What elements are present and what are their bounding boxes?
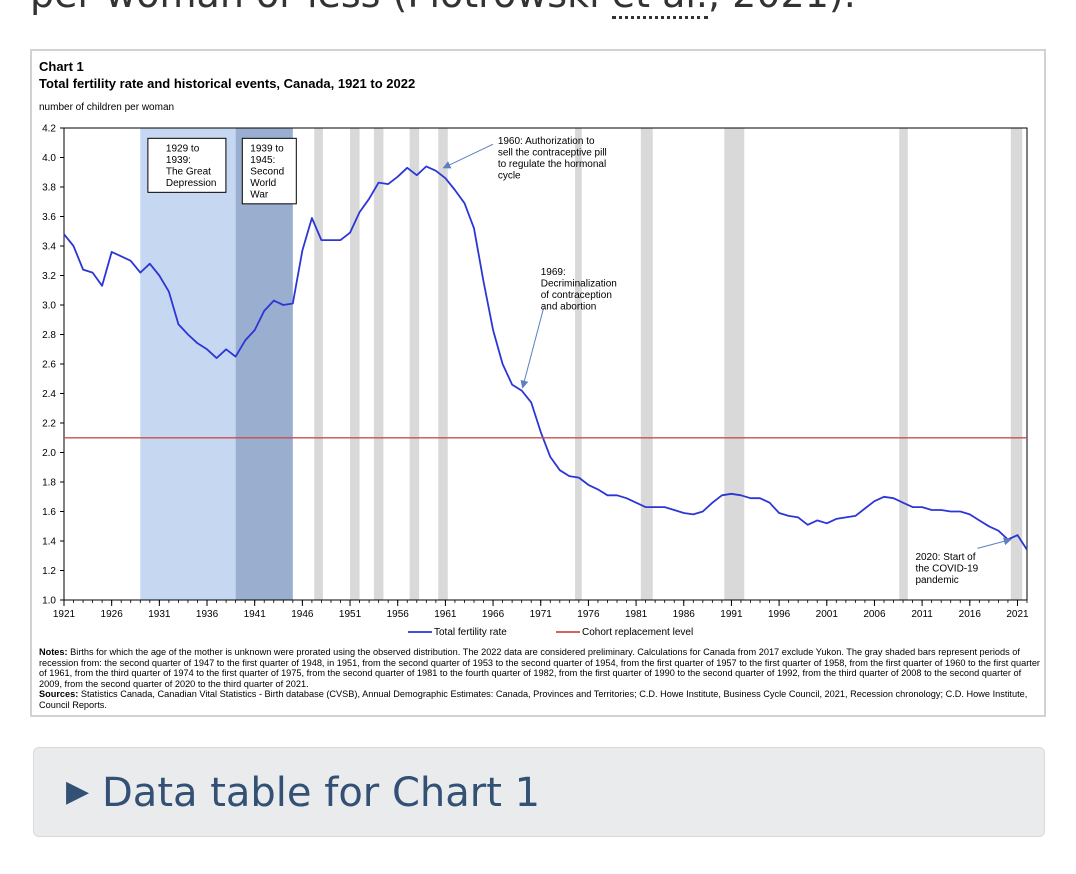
recession-bar-7 xyxy=(724,128,745,600)
chart-label: Chart 1 xyxy=(39,59,84,74)
x-tick-label-15: 1996 xyxy=(768,609,791,620)
y-tick-label-5: 2.0 xyxy=(42,448,56,459)
et-al-abbreviation[interactable]: et al. xyxy=(611,0,709,19)
x-tick-label-3: 1936 xyxy=(196,609,219,620)
x-tick-label-4: 1941 xyxy=(244,609,267,620)
annotation-pill-1960-line-0: 1960: Authorization to xyxy=(498,136,595,147)
y-tick-label-7: 2.4 xyxy=(42,389,56,400)
boxed-label-ww2-line-2: Second xyxy=(250,166,284,177)
y-tick-label-9: 2.8 xyxy=(42,330,56,341)
annotation-covid-2020-line-0: 2020: Start of xyxy=(915,552,975,563)
shaded-period-0 xyxy=(140,128,236,600)
annotation-arrow-covid-2020 xyxy=(977,537,1012,549)
boxed-label-depression-line-2: The Great xyxy=(166,166,211,177)
x-tick-label-7: 1956 xyxy=(387,609,410,620)
annotation-covid-2020-line-2: pandemic xyxy=(915,575,958,586)
x-tick-label-14: 1991 xyxy=(720,609,743,620)
article-text-fragment: per woman or less (Piotrowski et al., 20… xyxy=(30,0,856,19)
boxed-label-depression-line-0: 1929 to xyxy=(166,143,200,154)
y-tick-label-12: 3.4 xyxy=(42,242,56,253)
article-text-prefix: per woman or less (Piotrowski xyxy=(30,0,612,16)
y-tick-label-13: 3.6 xyxy=(42,212,56,223)
boxed-label-depression-line-3: Depression xyxy=(166,178,217,189)
recession-bar-1 xyxy=(350,128,360,600)
y-tick-label-14: 3.8 xyxy=(42,183,56,194)
y-tick-label-3: 1.6 xyxy=(42,507,56,518)
data-table-toggle-label: Data table for Chart 1 xyxy=(102,770,541,816)
notes-text: Births for which the age of the mother i… xyxy=(39,647,1040,689)
y-tick-label-10: 3.0 xyxy=(42,301,56,312)
boxed-label-depression-line-1: 1939: xyxy=(166,155,191,166)
annotation-decrim-1969-line-2: of contraception xyxy=(541,290,612,301)
fertility-chart: Chart 1 Total fertility rate and historic… xyxy=(39,59,1029,638)
boxed-label-ww2-frame xyxy=(241,137,297,205)
boxed-label-ww2-line-0: 1939 to xyxy=(250,143,284,154)
y-tick-label-2: 1.4 xyxy=(42,537,56,548)
recession-bar-9 xyxy=(1010,128,1023,600)
x-tick-label-9: 1966 xyxy=(482,609,505,620)
chart-container: Chart 1 Total fertility rate and historic… xyxy=(30,49,1046,717)
annotation-arrow-decrim-1969 xyxy=(520,307,545,389)
x-tick-label-18: 2011 xyxy=(911,609,933,620)
boxed-label-ww2-line-4: War xyxy=(250,189,269,200)
boxed-label-ww2-line-3: World xyxy=(250,178,276,189)
x-tick-label-5: 1946 xyxy=(291,609,314,620)
y-tick-label-1: 1.2 xyxy=(42,566,56,577)
y-tick-label-6: 2.2 xyxy=(42,419,56,430)
recession-bar-4 xyxy=(438,128,448,600)
x-tick-label-8: 1961 xyxy=(434,609,457,620)
x-tick-label-16: 2001 xyxy=(816,609,839,620)
legend-label-0: Total fertility rate xyxy=(434,627,507,638)
recession-bar-3 xyxy=(409,128,420,600)
y-tick-label-4: 1.8 xyxy=(42,478,56,489)
y-tick-label-11: 3.2 xyxy=(42,271,56,282)
recession-bar-5 xyxy=(575,128,582,600)
sources-text: Statistics Canada, Canadian Vital Statis… xyxy=(39,689,1028,710)
sources-label: Sources: xyxy=(39,689,79,700)
annotation-decrim-1969-line-0: 1969: xyxy=(541,267,566,278)
legend-label-1: Cohort replacement level xyxy=(582,627,693,638)
chart-notes: Notes: Births for which the age of the m… xyxy=(39,647,1043,711)
data-table-toggle[interactable]: ▶ Data table for Chart 1 xyxy=(33,747,1045,837)
annotation-arrow-pill-1960 xyxy=(442,143,494,169)
x-tick-label-2: 1931 xyxy=(148,609,171,620)
recession-bar-6 xyxy=(640,128,653,600)
x-tick-label-11: 1976 xyxy=(577,609,600,620)
series-line-0 xyxy=(63,165,1028,551)
y-axis-label: number of children per woman xyxy=(39,102,174,113)
x-tick-label-19: 2016 xyxy=(959,609,982,620)
recession-bar-2 xyxy=(373,128,384,600)
x-tick-label-10: 1971 xyxy=(530,609,553,620)
chart-title: Total fertility rate and historical even… xyxy=(39,76,415,91)
x-tick-label-17: 2006 xyxy=(863,609,886,620)
annotation-decrim-1969-line-1: Decriminalization xyxy=(541,279,617,290)
x-tick-label-12: 1981 xyxy=(625,609,648,620)
recession-bar-8 xyxy=(899,128,908,600)
annotation-covid-2020-line-1: the COVID-19 xyxy=(915,563,978,574)
expand-triangle-icon: ▶ xyxy=(66,774,90,809)
annotation-pill-1960-line-2: to regulate the hormonal xyxy=(498,159,606,170)
annotation-pill-1960-line-3: cycle xyxy=(498,170,521,181)
shaded-period-1 xyxy=(235,128,293,600)
annotation-decrim-1969-line-3: and abortion xyxy=(541,302,597,313)
annotation-pill-1960-line-1: sell the contraceptive pill xyxy=(498,147,607,158)
article-text-suffix: , 2021). xyxy=(708,0,856,16)
x-tick-label-20: 2021 xyxy=(1006,609,1029,620)
x-tick-label-13: 1986 xyxy=(673,609,696,620)
y-tick-label-16: 4.2 xyxy=(42,124,56,135)
y-tick-label-15: 4.0 xyxy=(42,153,56,164)
x-tick-label-1: 1926 xyxy=(101,609,124,620)
notes-label: Notes: xyxy=(39,647,68,657)
y-tick-label-8: 2.6 xyxy=(42,360,56,371)
y-tick-label-0: 1.0 xyxy=(42,596,56,607)
boxed-label-depression-frame xyxy=(147,137,227,193)
boxed-label-ww2-line-1: 1945: xyxy=(250,155,275,166)
x-tick-label-0: 1921 xyxy=(53,609,76,620)
recession-bar-0 xyxy=(314,128,323,600)
x-tick-label-6: 1951 xyxy=(339,609,362,620)
